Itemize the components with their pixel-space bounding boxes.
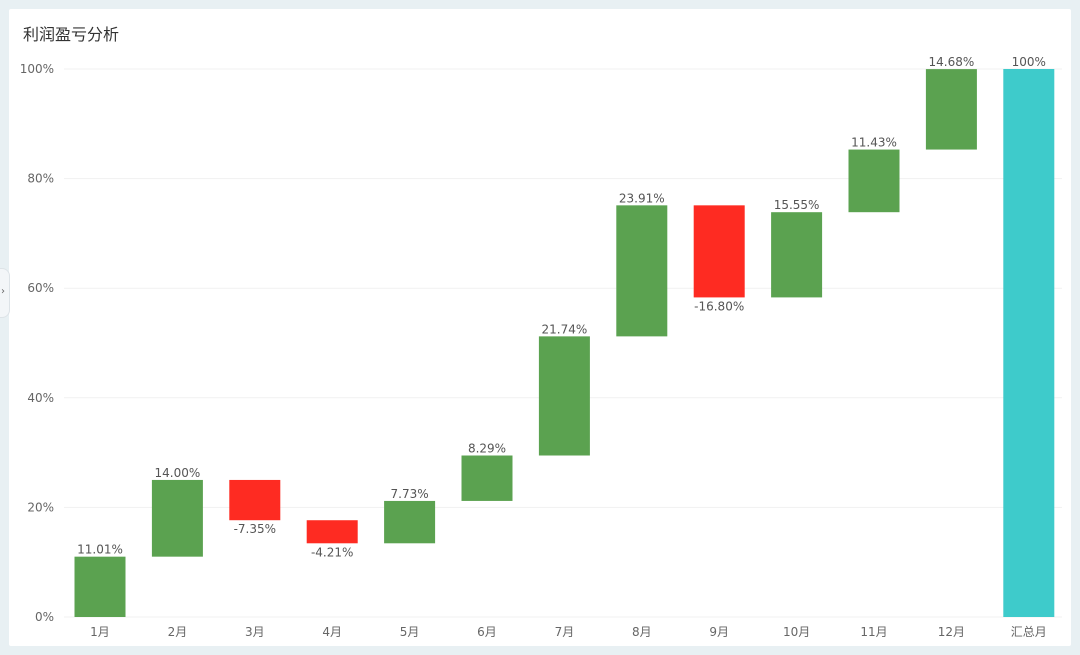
bar-7[interactable] xyxy=(538,336,590,456)
x-tick-label: 汇总月 xyxy=(1011,625,1047,639)
data-label: 7.73% xyxy=(391,487,429,501)
x-tick-label: 10月 xyxy=(783,625,810,639)
bar-1[interactable] xyxy=(74,556,126,617)
y-tick-label: 0% xyxy=(35,610,54,624)
x-tick-label: 8月 xyxy=(632,625,652,639)
y-tick-label: 80% xyxy=(27,172,54,186)
bar-9[interactable] xyxy=(693,205,745,298)
data-label: 15.55% xyxy=(774,198,820,212)
data-label: 100% xyxy=(1012,55,1046,69)
data-label: 11.43% xyxy=(851,136,897,150)
x-tick-label: 3月 xyxy=(245,625,265,639)
x-tick-label: 4月 xyxy=(322,625,342,639)
data-label: -7.35% xyxy=(234,522,276,536)
x-tick-label: 9月 xyxy=(709,625,729,639)
y-tick-label: 60% xyxy=(27,281,54,295)
data-label: -16.80% xyxy=(694,299,744,313)
bar-3[interactable] xyxy=(229,479,281,521)
bar-6[interactable] xyxy=(461,455,513,501)
x-tick-label: 2月 xyxy=(168,625,188,639)
bar-13[interactable] xyxy=(1003,69,1055,617)
x-tick-label: 5月 xyxy=(400,625,420,639)
bar-4[interactable] xyxy=(306,520,358,544)
x-tick-label: 6月 xyxy=(477,625,497,639)
data-label: -4.21% xyxy=(311,545,353,559)
bar-12[interactable] xyxy=(925,69,977,150)
x-tick-label: 7月 xyxy=(555,625,575,639)
bar-8[interactable] xyxy=(616,205,668,337)
y-tick-label: 100% xyxy=(20,62,54,76)
data-label: 14.00% xyxy=(155,466,201,480)
data-label: 23.91% xyxy=(619,191,665,205)
bar-11[interactable] xyxy=(848,149,900,213)
x-tick-label: 1月 xyxy=(90,625,110,639)
y-tick-label: 20% xyxy=(27,500,54,514)
data-label: 11.01% xyxy=(77,543,123,557)
x-tick-label: 12月 xyxy=(938,625,965,639)
data-label: 21.74% xyxy=(542,322,588,336)
bar-5[interactable] xyxy=(384,500,436,544)
x-tick-label: 11月 xyxy=(860,625,887,639)
bar-10[interactable] xyxy=(771,212,823,298)
bar-2[interactable] xyxy=(151,479,203,557)
chevron-right-icon: › xyxy=(1,286,5,297)
data-label: 8.29% xyxy=(468,442,506,456)
y-tick-label: 40% xyxy=(27,391,54,405)
chart-title: 利润盈亏分析 xyxy=(23,25,120,44)
data-label: 14.68% xyxy=(929,55,975,69)
